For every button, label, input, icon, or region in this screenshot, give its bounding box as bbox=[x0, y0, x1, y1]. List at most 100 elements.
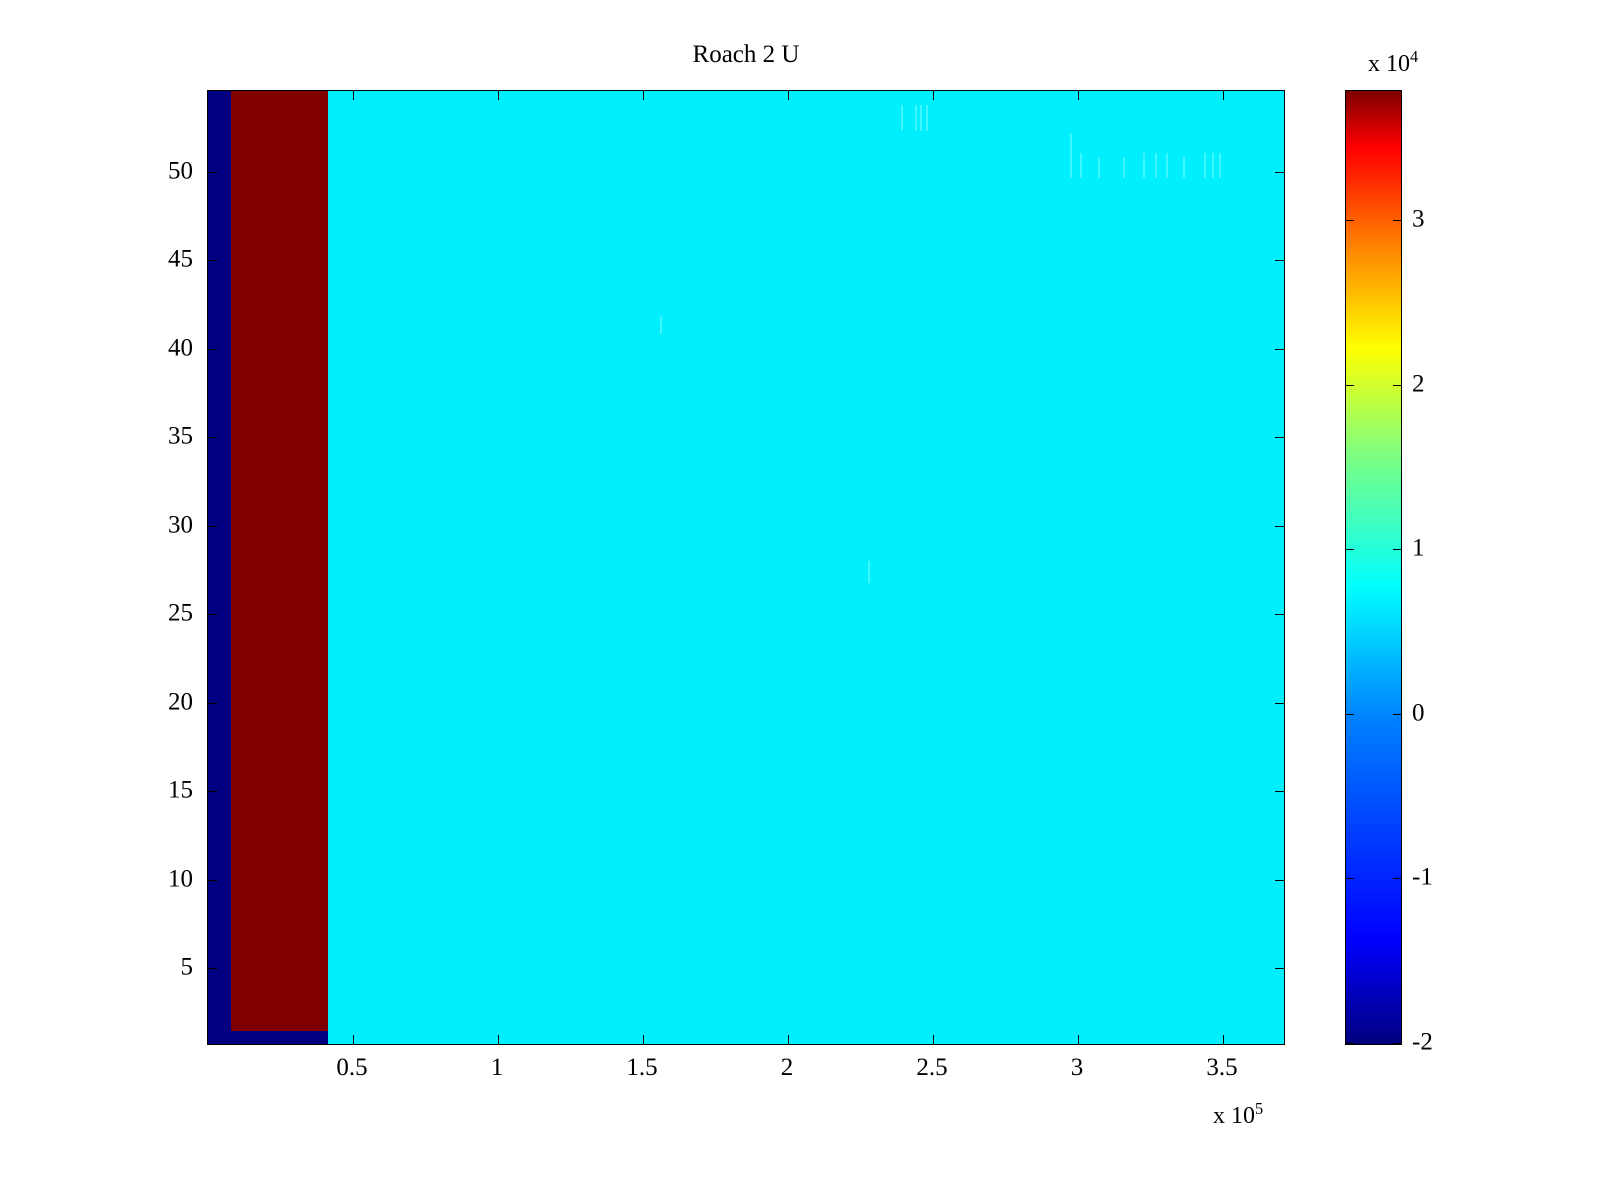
heatmap-image bbox=[208, 91, 1284, 1044]
image-artifact-streak bbox=[901, 105, 903, 131]
ytick-6 bbox=[208, 437, 217, 438]
colorbar-tick-right-4 bbox=[1393, 385, 1401, 386]
yticklabel-7: 40 bbox=[168, 334, 193, 362]
colorbar-exponent: x 104 bbox=[1368, 48, 1418, 77]
colorbar-ticklabel-5: 3 bbox=[1412, 205, 1425, 233]
colorbar-tick-right-2 bbox=[1393, 714, 1401, 715]
colorbar-tick-left-0 bbox=[1346, 1043, 1354, 1044]
colorbar-ticklabel-3: 1 bbox=[1412, 534, 1425, 562]
image-artifact-streak bbox=[1212, 153, 1214, 178]
xtick-0 bbox=[353, 1035, 354, 1044]
ytick-right-1 bbox=[1275, 880, 1284, 881]
xtick-top-0 bbox=[353, 91, 354, 100]
yticklabel-0: 5 bbox=[180, 953, 194, 981]
ytick-right-9 bbox=[1275, 172, 1284, 173]
image-artifact-streak bbox=[1166, 153, 1168, 178]
colorbar-exponent-power: 4 bbox=[1410, 47, 1419, 66]
xtick-6 bbox=[1223, 1035, 1224, 1044]
colorbar-tick-left-5 bbox=[1346, 220, 1354, 221]
colorbar-ticklabel-2: 0 bbox=[1412, 699, 1425, 727]
image-artifact-streak bbox=[1098, 157, 1100, 178]
xtick-2 bbox=[643, 1035, 644, 1044]
colorbar-tick-left-1 bbox=[1346, 878, 1354, 879]
image-artifact-streak bbox=[1155, 153, 1157, 178]
page-title: Roach 2 U bbox=[692, 41, 800, 68]
xtick-top-3 bbox=[788, 91, 789, 100]
colorbar-exponent-base: x 10 bbox=[1368, 51, 1410, 77]
ytick-9 bbox=[208, 172, 217, 173]
yticklabel-3: 20 bbox=[168, 688, 193, 716]
yticklabel-5: 30 bbox=[168, 511, 193, 539]
xtick-4 bbox=[933, 1035, 934, 1044]
colorbar-tick-left-3 bbox=[1346, 549, 1354, 550]
ytick-right-5 bbox=[1275, 526, 1284, 527]
xtick-3 bbox=[788, 1035, 789, 1044]
colorbar-ticklabel-1: -1 bbox=[1412, 863, 1433, 891]
image-artifact-streak bbox=[1070, 133, 1072, 178]
image-artifact-streak bbox=[1123, 157, 1125, 178]
colorbar-tick-left-2 bbox=[1346, 714, 1354, 715]
colorbar-tick-left-4 bbox=[1346, 385, 1354, 386]
ytick-5 bbox=[208, 526, 217, 527]
ytick-right-8 bbox=[1275, 260, 1284, 261]
x-exponent-base: x 10 bbox=[1213, 1103, 1255, 1129]
ytick-1 bbox=[208, 880, 217, 881]
ytick-7 bbox=[208, 349, 217, 350]
yticklabel-1: 10 bbox=[168, 865, 193, 893]
region-dark-red-block bbox=[231, 91, 328, 1031]
image-artifact-streak bbox=[1219, 153, 1221, 178]
yticklabel-9: 50 bbox=[168, 157, 193, 185]
colorbar[interactable] bbox=[1345, 90, 1402, 1045]
colorbar-tick-right-5 bbox=[1393, 220, 1401, 221]
yticklabel-2: 15 bbox=[168, 776, 193, 804]
xtick-5 bbox=[1078, 1035, 1079, 1044]
ytick-8 bbox=[208, 260, 217, 261]
xtick-top-4 bbox=[933, 91, 934, 100]
colorbar-tick-right-0 bbox=[1393, 1043, 1401, 1044]
image-artifact-streak bbox=[660, 316, 662, 334]
ytick-right-4 bbox=[1275, 614, 1284, 615]
ytick-0 bbox=[208, 968, 217, 969]
xtick-top-2 bbox=[643, 91, 644, 100]
xticklabel-0: 0.5 bbox=[336, 1054, 368, 1081]
image-artifact-streak bbox=[920, 105, 922, 131]
x-axis-exponent: x 105 bbox=[1213, 1100, 1263, 1129]
image-artifact-streak bbox=[915, 105, 917, 131]
ytick-right-3 bbox=[1275, 703, 1284, 704]
image-artifact-streak bbox=[1080, 153, 1082, 178]
xticklabel-6: 3.5 bbox=[1206, 1054, 1238, 1081]
heatmap-axes[interactable] bbox=[207, 90, 1285, 1045]
ytick-right-2 bbox=[1275, 791, 1284, 792]
ytick-right-6 bbox=[1275, 437, 1284, 438]
ytick-right-7 bbox=[1275, 349, 1284, 350]
xtick-top-5 bbox=[1078, 91, 1079, 100]
xtick-top-6 bbox=[1223, 91, 1224, 100]
region-bottom-navy-band bbox=[208, 1031, 328, 1044]
region-left-navy-column bbox=[208, 91, 231, 1044]
colorbar-tick-right-1 bbox=[1393, 878, 1401, 879]
image-artifact-streak bbox=[926, 105, 928, 131]
xticklabel-2: 1.5 bbox=[626, 1054, 658, 1081]
colorbar-ticklabel-4: 2 bbox=[1412, 370, 1425, 398]
xticklabel-1: 1 bbox=[490, 1054, 504, 1081]
image-artifact-streak bbox=[1183, 157, 1185, 178]
x-exponent-power: 5 bbox=[1255, 1099, 1264, 1118]
image-artifact-streak bbox=[1143, 153, 1145, 178]
ytick-2 bbox=[208, 791, 217, 792]
image-artifact-streak bbox=[1204, 153, 1206, 178]
colorbar-tick-right-3 bbox=[1393, 549, 1401, 550]
yticklabel-6: 35 bbox=[168, 422, 193, 450]
ytick-right-0 bbox=[1275, 968, 1284, 969]
yticklabel-8: 45 bbox=[168, 245, 193, 273]
yticklabel-4: 25 bbox=[168, 599, 193, 627]
xticklabel-5: 3 bbox=[1070, 1054, 1084, 1081]
ytick-3 bbox=[208, 703, 217, 704]
xticklabel-4: 2.5 bbox=[916, 1054, 948, 1081]
ytick-4 bbox=[208, 614, 217, 615]
xtick-1 bbox=[498, 1035, 499, 1044]
image-artifact-streak bbox=[868, 561, 870, 583]
xticklabel-3: 2 bbox=[780, 1054, 794, 1081]
colorbar-ticklabel-0: -2 bbox=[1412, 1028, 1433, 1056]
xtick-top-1 bbox=[498, 91, 499, 100]
